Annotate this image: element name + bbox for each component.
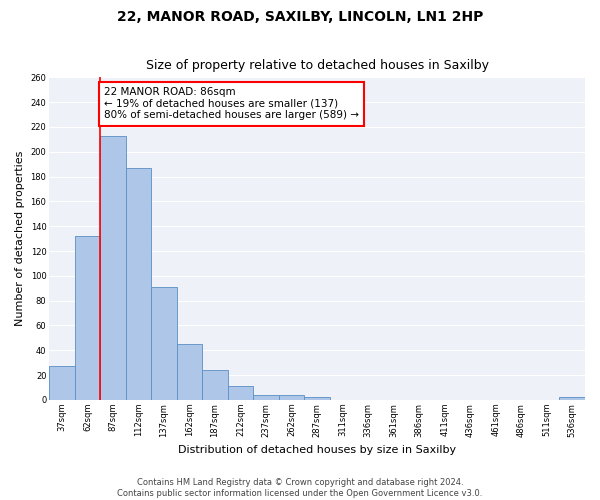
Bar (253, 395, 279, 400)
Y-axis label: Number of detached properties: Number of detached properties (15, 151, 25, 326)
Bar (151, 287, 177, 400)
Bar (100, 136, 126, 400)
Text: 22 MANOR ROAD: 86sqm
← 19% of detached houses are smaller (137)
80% of semi-deta: 22 MANOR ROAD: 86sqm ← 19% of detached h… (104, 88, 359, 120)
Bar (126, 168, 151, 400)
Bar (202, 370, 228, 400)
Bar (75, 236, 100, 400)
Title: Size of property relative to detached houses in Saxilby: Size of property relative to detached ho… (146, 59, 488, 72)
Bar (559, 398, 585, 400)
Bar (279, 395, 304, 400)
Text: Contains HM Land Registry data © Crown copyright and database right 2024.
Contai: Contains HM Land Registry data © Crown c… (118, 478, 482, 498)
X-axis label: Distribution of detached houses by size in Saxilby: Distribution of detached houses by size … (178, 445, 456, 455)
Bar (304, 398, 330, 400)
Bar (49, 366, 75, 400)
Bar (228, 386, 253, 400)
Bar (177, 344, 202, 400)
Text: 22, MANOR ROAD, SAXILBY, LINCOLN, LN1 2HP: 22, MANOR ROAD, SAXILBY, LINCOLN, LN1 2H… (117, 10, 483, 24)
